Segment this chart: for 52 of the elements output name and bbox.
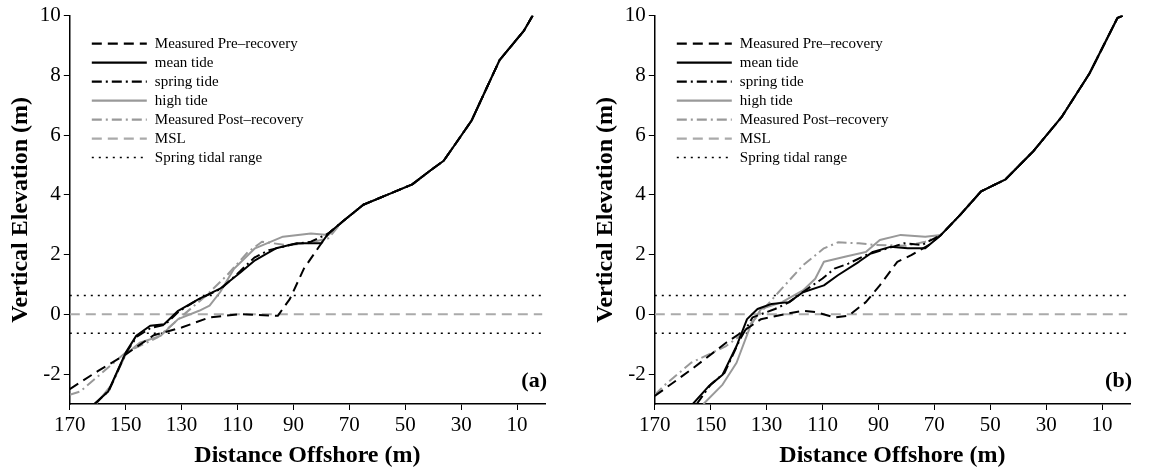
y-axis-title: Vertical Elevation (m)	[5, 96, 32, 323]
legend-label: Measured Pre–recovery	[739, 34, 884, 51]
y-tick-label: -2	[628, 360, 646, 385]
y-tick-label: 10	[624, 2, 646, 27]
x-axis-title: Distance Offshore (m)	[779, 440, 1006, 467]
x-tick-label: 10	[506, 412, 528, 437]
x-axis-title: Distance Offshore (m)	[194, 440, 421, 467]
x-tick-label: 90	[867, 412, 889, 437]
legend-label: high tide	[154, 91, 209, 108]
legend-label: mean tide	[739, 53, 799, 70]
x-tick-label: 110	[222, 412, 253, 437]
y-tick-label: 8	[635, 61, 646, 86]
x-tick-label: 70	[923, 412, 945, 437]
x-tick-label: 90	[282, 412, 304, 437]
annotation: (a)	[521, 366, 547, 392]
y-tick-label: 10	[39, 2, 61, 27]
y-tick-label: 0	[50, 300, 61, 325]
y-tick-label: -2	[43, 360, 61, 385]
legend-label: Spring tidal range	[739, 148, 848, 165]
legend-label: spring tide	[154, 72, 219, 89]
legend-label: mean tide	[154, 53, 214, 70]
y-axis-title: Vertical Elevation (m)	[590, 96, 617, 323]
x-tick-label: 170	[54, 412, 86, 437]
y-tick-label: 6	[635, 121, 646, 146]
legend-label: spring tide	[739, 72, 804, 89]
x-tick-label: 30	[450, 412, 472, 437]
legend-label: MSL	[154, 129, 186, 146]
y-tick-label: 2	[50, 241, 61, 266]
x-tick-label: 50	[979, 412, 1001, 437]
legend-label: MSL	[739, 129, 771, 146]
y-tick-label: 8	[50, 61, 61, 86]
legend-label: Measured Post–recovery	[154, 110, 304, 127]
y-tick-label: 6	[50, 121, 61, 146]
x-tick-label: 70	[338, 412, 360, 437]
y-tick-label: 2	[635, 241, 646, 266]
x-tick-label: 130	[165, 412, 198, 437]
x-tick-label: 150	[109, 412, 142, 437]
x-tick-label: 130	[750, 412, 783, 437]
x-tick-label: 50	[394, 412, 416, 437]
x-tick-label: 150	[694, 412, 727, 437]
legend-label: Measured Pre–recovery	[154, 34, 299, 51]
x-tick-label: 30	[1035, 412, 1057, 437]
x-tick-label: 10	[1091, 412, 1113, 437]
y-tick-label: 4	[635, 181, 647, 206]
x-tick-label: 110	[807, 412, 838, 437]
legend-label: Spring tidal range	[154, 148, 263, 165]
legend-label: high tide	[739, 91, 794, 108]
annotation: (b)	[1105, 366, 1132, 392]
legend-label: Measured Post–recovery	[739, 110, 889, 127]
y-tick-label: 0	[635, 300, 646, 325]
x-tick-label: 170	[639, 412, 671, 437]
y-tick-label: 4	[50, 181, 62, 206]
